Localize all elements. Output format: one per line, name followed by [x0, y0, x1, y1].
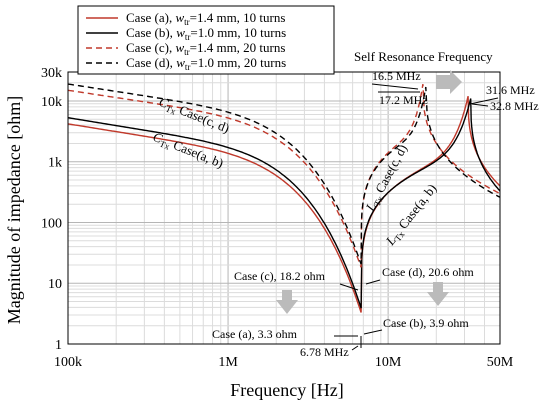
min-c-arrow	[339, 283, 359, 291]
srf-title: Self Resonance Frequency	[354, 49, 493, 64]
legend-box	[77, 5, 335, 75]
legend-entry: Case (a), wtr=1.4 mm, 10 turns	[126, 10, 285, 27]
srf-d-label: 17.2 MHz	[379, 93, 428, 107]
series-line	[67, 83, 501, 265]
min-d-label: Case (d), 20.6 ohm	[382, 265, 474, 279]
operating-frequency-label: 6.78 MHz	[300, 345, 349, 359]
x-axis-title: Frequency [Hz]	[230, 380, 343, 400]
label-ltx-case-ab: LTx Case(a, b)	[382, 181, 441, 250]
min-c-down-arrow-icon	[276, 290, 298, 314]
tick-labels: 100k 1M 10M 50M 1 10 100 1k 10k 30k	[41, 66, 514, 370]
min-b-label: Case (b), 3.9 ohm	[383, 316, 469, 330]
min-a-label: Case (a), 3.3 ohm	[212, 327, 298, 341]
srf-c-label: 16.5 MHz	[372, 69, 421, 83]
min-c-label: Case (c), 18.2 ohm	[234, 269, 326, 283]
x-tick-label: 50M	[487, 355, 514, 370]
series-line	[67, 98, 501, 309]
y-tick-label: 10k	[41, 95, 62, 110]
y-axis-title: Magnitude of impedance [ohm]	[4, 96, 24, 324]
min-d-down-arrow-icon	[427, 282, 449, 306]
srf-c-arrow	[371, 83, 419, 90]
operating-frequency-arrow	[351, 345, 359, 351]
impedance-curves	[67, 83, 501, 313]
x-tick-label: 100k	[54, 355, 82, 370]
legend-entry: Case (b), wtr=1.0 mm, 10 turns	[126, 25, 286, 42]
y-tick-label: 1k	[48, 156, 62, 171]
label-ctx-case-ab: CTx Case(a, b)	[150, 129, 226, 173]
y-tick-label: 100	[41, 216, 62, 231]
legend-entry: Case (c), wtr=1.4 mm, 20 turns	[126, 40, 285, 57]
x-tick-label: 1M	[218, 355, 238, 370]
min-b-arrow	[363, 329, 383, 335]
legend-entry: Case (d), wtr=1.0 mm, 20 turns	[126, 55, 286, 72]
srf-b-label: 32.8 MHz	[490, 99, 539, 113]
y-tick-label: 30k	[41, 66, 62, 81]
x-tick-label: 10M	[375, 355, 402, 370]
srf-b-arrow	[471, 103, 489, 107]
srf-arrow-icon	[436, 70, 462, 94]
y-tick-label: 10	[48, 277, 62, 292]
y-tick-label: 1	[55, 338, 62, 353]
srf-a-arrow	[469, 97, 499, 105]
srf-a-label: 31.6 MHz	[486, 83, 535, 97]
min-d-arrow	[365, 279, 381, 285]
